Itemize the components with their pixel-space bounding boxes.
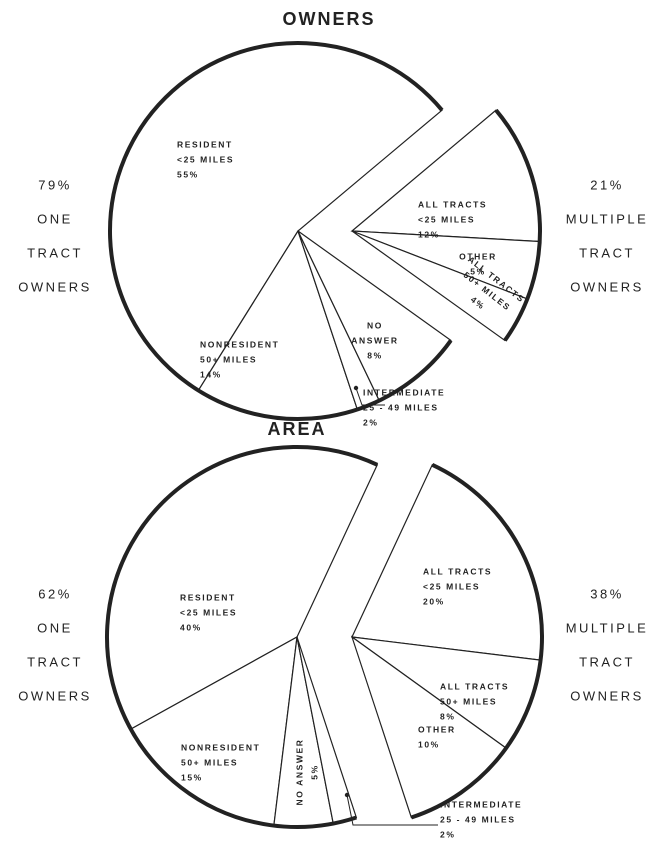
slice-label: ALL TRACTS <box>440 681 509 691</box>
leader-line <box>355 387 385 406</box>
slice-value-label: 20% <box>423 596 445 606</box>
group-name: MULTIPLE <box>566 620 649 635</box>
slice-value-label: 12% <box>418 229 440 239</box>
group-name: TRACT <box>579 245 635 260</box>
chart-title: AREA <box>267 419 326 439</box>
slice-label: <25 MILES <box>423 581 480 591</box>
leader-dot <box>353 385 359 391</box>
slice-label: ANSWER <box>351 335 398 345</box>
group-name: ONE <box>37 620 73 635</box>
group-name: TRACT <box>579 654 635 669</box>
slice-label: 25 - 49 MILES <box>440 814 516 824</box>
group-name: OWNERS <box>570 279 644 294</box>
leader-dot <box>344 792 350 798</box>
pie-slice <box>351 464 543 661</box>
group-name: TRACT <box>27 654 83 669</box>
slice-label: 25 - 49 MILES <box>363 402 439 412</box>
slice-value-label: 5% <box>309 764 319 780</box>
slice-label: 50+ MILES <box>181 757 238 767</box>
slice-value-label: 8% <box>440 711 456 721</box>
slice-label: 50+ MILES <box>200 354 257 364</box>
slice-label: <25 MILES <box>180 607 237 617</box>
group-total-label: 38% <box>590 586 624 601</box>
slice-value-label: 2% <box>363 417 379 427</box>
slice-label: OTHER <box>459 251 497 261</box>
group-name: OWNERS <box>570 688 644 703</box>
group-name: OWNERS <box>18 688 92 703</box>
slice-label: RESIDENT <box>177 139 233 149</box>
slice-label: RESIDENT <box>180 592 236 602</box>
slice-value-label: 5% <box>470 266 486 276</box>
slice-label: INTERMEDIATE <box>363 387 445 397</box>
slice-label: NO ANSWER <box>294 739 304 806</box>
slice-label: NO <box>367 320 383 330</box>
group-arc <box>410 462 544 820</box>
group-total-label: 62% <box>38 586 72 601</box>
slice-value-label: 15% <box>181 772 203 782</box>
group-name: TRACT <box>27 245 83 260</box>
group-arc <box>105 445 379 829</box>
slice-value-label: 2% <box>440 829 456 839</box>
group-total-label: 79% <box>38 177 72 192</box>
slice-label: OTHER <box>418 724 456 734</box>
slice-label: NONRESIDENT <box>181 742 260 752</box>
chart-title: OWNERS <box>283 9 376 29</box>
slice-label: NONRESIDENT <box>200 339 279 349</box>
slice-label: ALL TRACTS <box>423 566 492 576</box>
group-total-label: 21% <box>590 177 624 192</box>
slice-label: INTERMEDIATE <box>440 799 522 809</box>
slice-value-label: 10% <box>418 739 440 749</box>
group-arc <box>494 108 542 342</box>
slice-value-label: 8% <box>367 350 383 360</box>
slice-value-label: 14% <box>200 369 222 379</box>
leader-line <box>346 794 438 826</box>
slice-value-label: 40% <box>180 622 202 632</box>
group-name: MULTIPLE <box>566 211 649 226</box>
group-arc <box>108 41 453 421</box>
group-name: ONE <box>37 211 73 226</box>
group-name: OWNERS <box>18 279 92 294</box>
slice-label: ALL TRACTS <box>418 199 487 209</box>
rotated-label: NO ANSWER 5% <box>294 739 319 806</box>
slice-label: <25 MILES <box>418 214 475 224</box>
slice-label: 50+ MILES <box>440 696 497 706</box>
slice-value-label: 55% <box>177 169 199 179</box>
slice-label: <25 MILES <box>177 154 234 164</box>
